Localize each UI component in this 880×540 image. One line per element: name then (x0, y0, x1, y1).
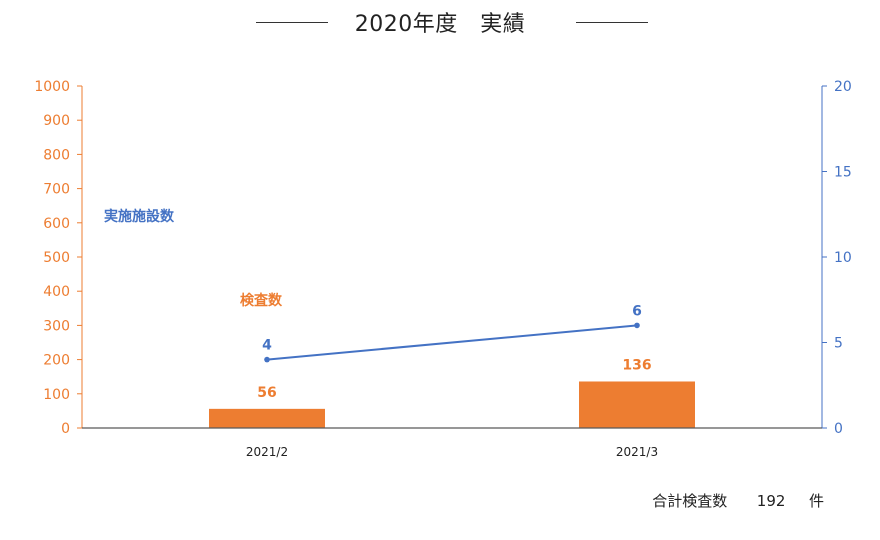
bar-data-label: 56 (257, 385, 276, 401)
total-label: 合計検査数 (652, 492, 728, 510)
right-axis-tick-label: 20 (834, 79, 852, 95)
left-axis-tick-label: 900 (43, 113, 70, 129)
bar-2021/3 (579, 381, 695, 428)
title-right-rule (576, 22, 648, 23)
left-axis-tick-label: 800 (43, 147, 70, 163)
left-axis-tick-label: 100 (43, 387, 70, 403)
chart-title: 2020年度 実績 (354, 12, 526, 37)
left-axis-tick-label: 200 (43, 353, 70, 369)
line-point-2021/2 (264, 356, 270, 363)
right-axis-tick-label: 15 (834, 165, 852, 181)
bar-2021/2 (209, 408, 325, 428)
left-axis-tick-label: 400 (43, 284, 70, 300)
left-axis-tick-label: 300 (43, 318, 70, 334)
line-data-label: 4 (262, 338, 272, 354)
right-axis-tick-label: 5 (834, 336, 843, 352)
series-label-tests: 検査数 (240, 292, 283, 309)
total-unit: 件 (808, 492, 824, 510)
total-summary: 合計検査数 192 件 (652, 490, 824, 511)
right-axis-tick-label: 0 (834, 421, 843, 437)
series-label-facilities: 実施施設数 (104, 208, 175, 225)
left-axis-tick-label: 1000 (34, 79, 70, 95)
line-series-path (266, 324, 638, 361)
left-axis-tick-label: 0 (61, 421, 70, 437)
bar-data-label: 136 (622, 357, 651, 373)
total-value: 192 (756, 492, 786, 510)
chart-title-area: 2020年度 実績 (0, 6, 880, 40)
right-axis-tick-label: 10 (834, 250, 852, 266)
left-axis-tick-label: 600 (43, 216, 70, 232)
x-axis-tick-label: 2021/2 (246, 445, 288, 459)
title-left-rule (256, 22, 328, 23)
line-point-2021/3 (634, 322, 640, 329)
left-axis-tick-label: 700 (43, 182, 70, 198)
left-axis-tick-label: 500 (43, 250, 70, 266)
x-axis-tick-label: 2021/3 (616, 445, 658, 459)
line-data-label: 6 (632, 303, 642, 319)
